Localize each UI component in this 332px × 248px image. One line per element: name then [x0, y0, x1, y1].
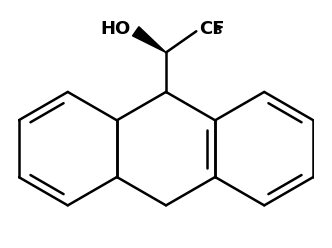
Text: CF: CF — [199, 20, 224, 38]
Text: HO: HO — [101, 20, 131, 38]
Text: 3: 3 — [213, 24, 221, 37]
Polygon shape — [132, 27, 166, 53]
